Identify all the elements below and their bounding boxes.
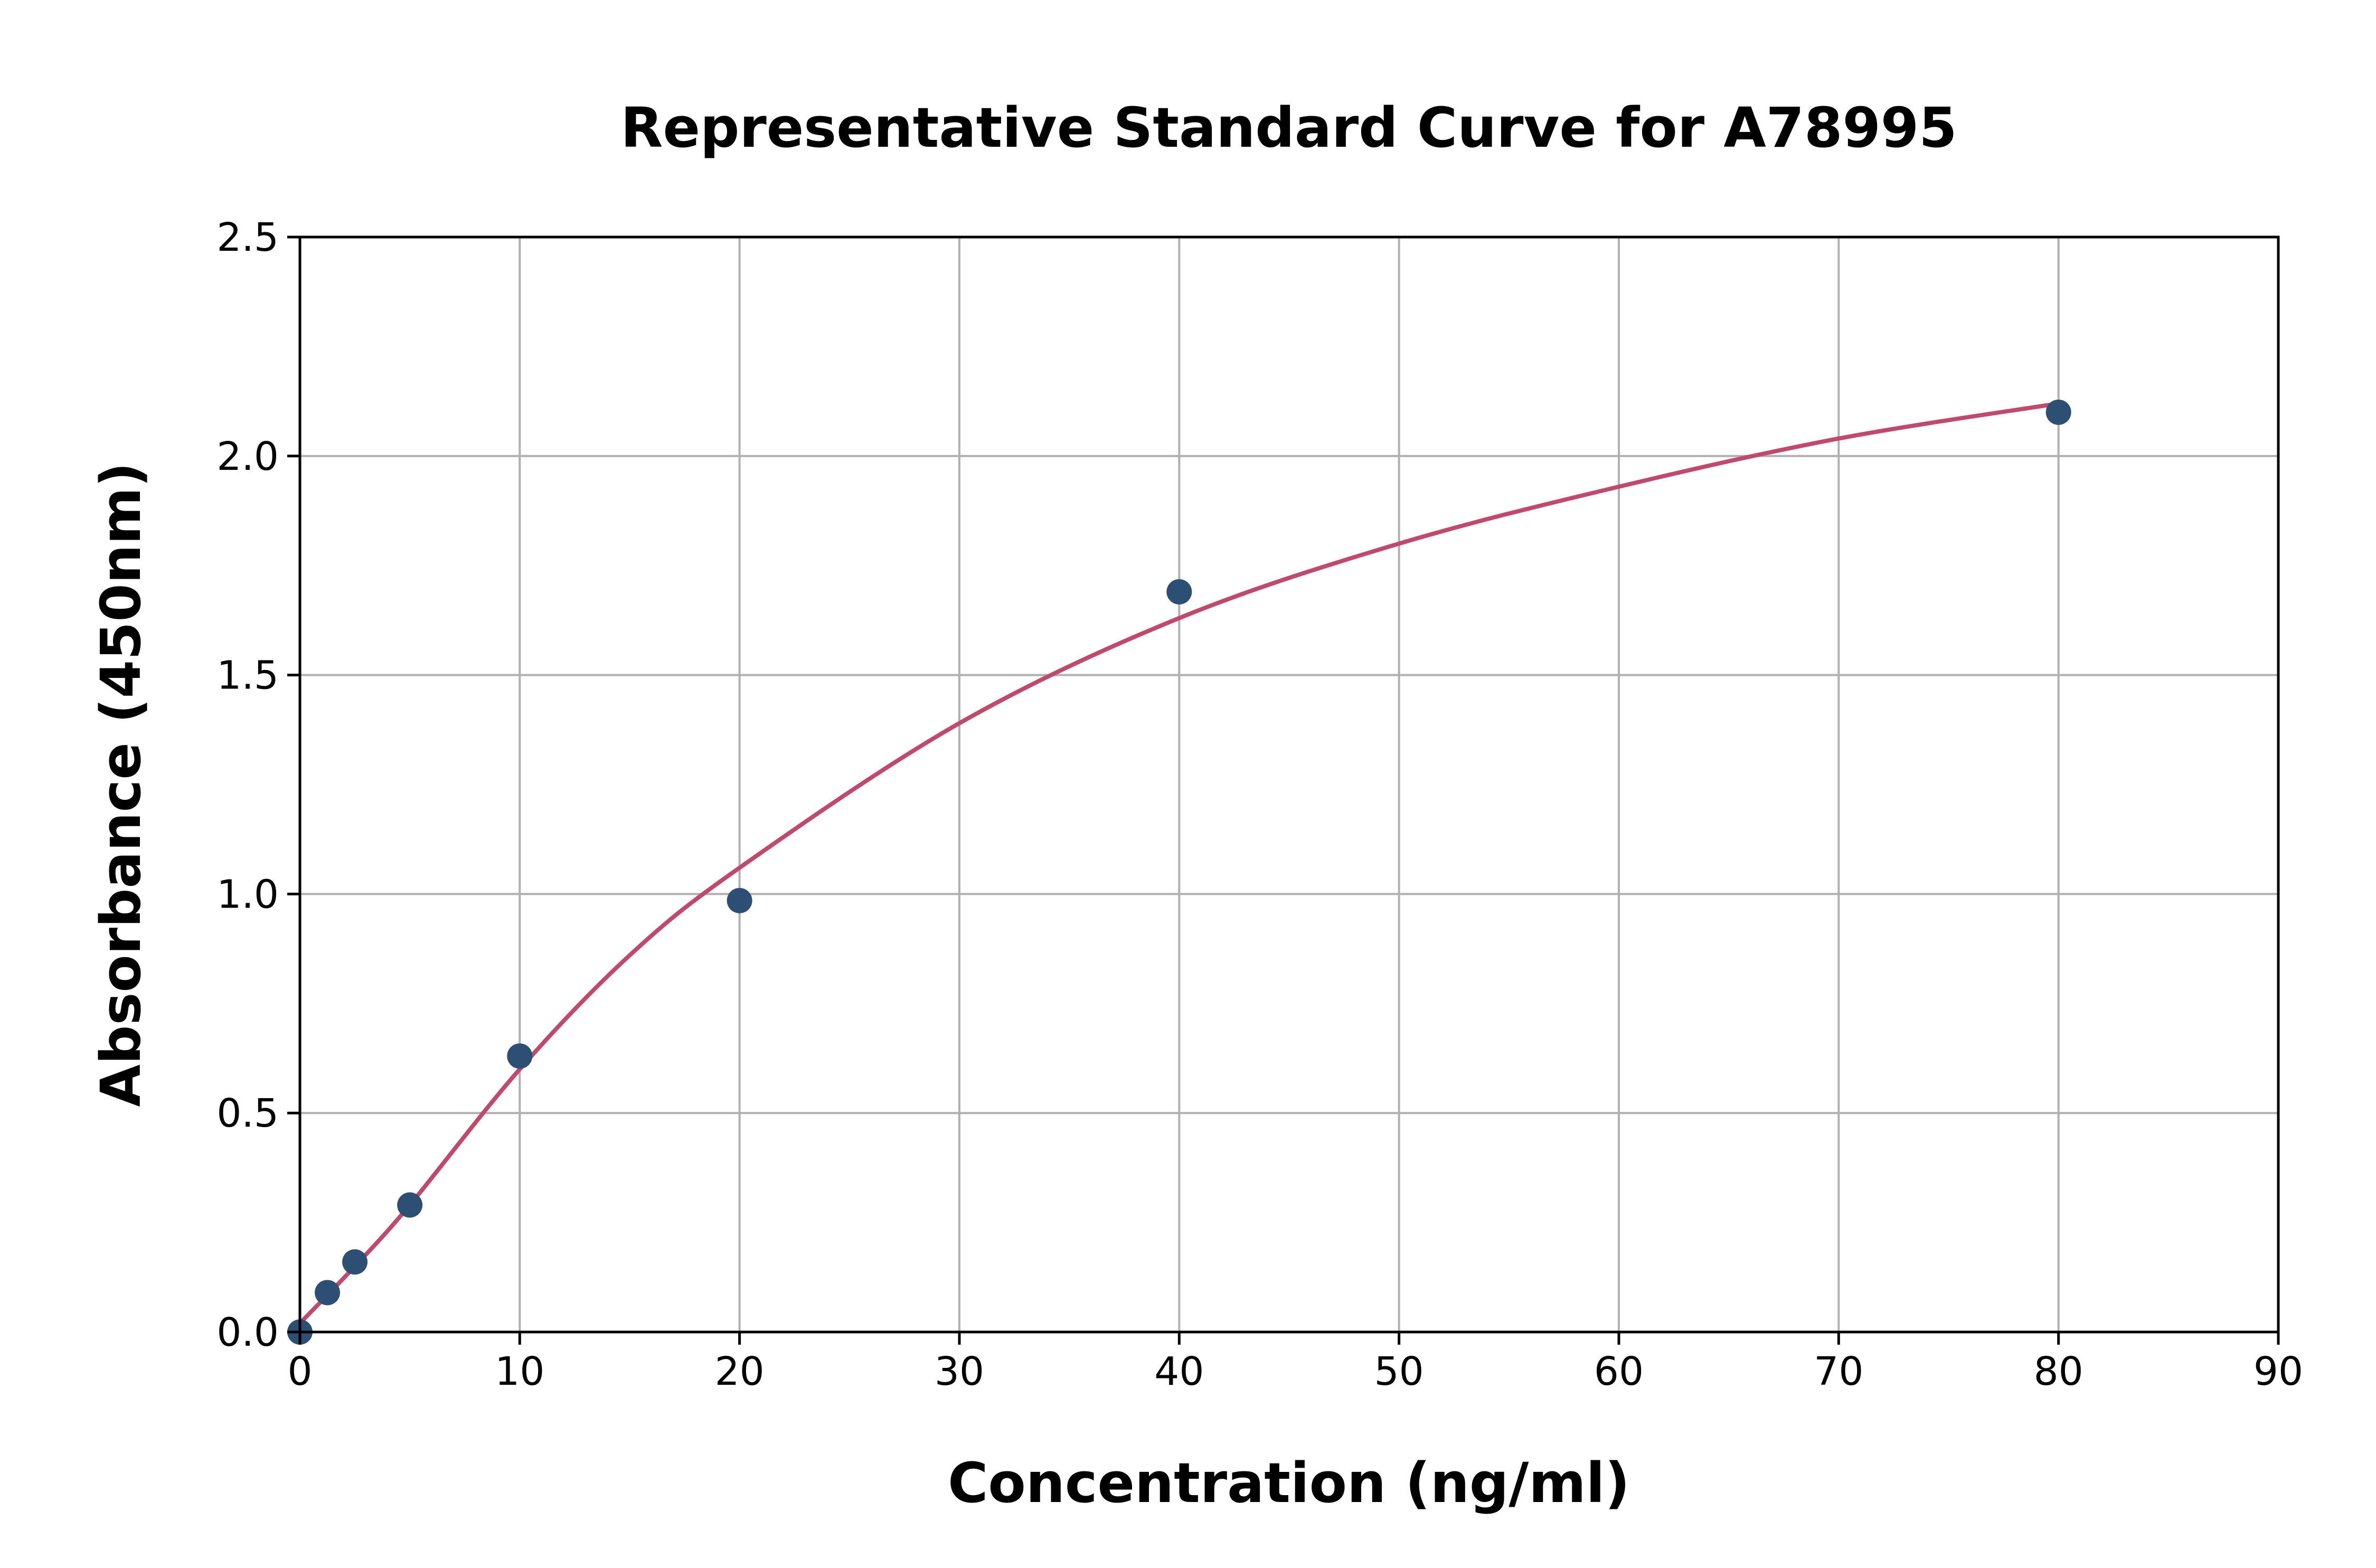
grid (299, 236, 2279, 1333)
data-point (342, 1249, 368, 1275)
x-tick-label: 60 (1594, 1349, 1644, 1394)
data-point (727, 887, 752, 913)
y-tick-label: 2.5 (216, 215, 279, 260)
fit-curve-group (298, 401, 2059, 1325)
plot-frame (298, 235, 2280, 1334)
fit-curve (298, 401, 2059, 1325)
x-tick-label: 70 (1814, 1349, 1863, 1394)
x-tick-label: 40 (1154, 1349, 1204, 1394)
y-axis-label: Absorbance (450nm) (89, 462, 153, 1107)
data-point (507, 1043, 533, 1069)
y-tick-label: 1.5 (216, 653, 279, 698)
x-tick-label: 30 (935, 1349, 984, 1394)
x-tick-label: 80 (2034, 1349, 2083, 1394)
x-tick-label: 90 (2254, 1349, 2303, 1394)
data-points (287, 399, 2071, 1345)
x-tick-label: 20 (715, 1349, 765, 1394)
x-tick-label: 50 (1374, 1349, 1424, 1394)
ticks: 0 10 20 30 40 50 60 70 80 90 0.0 0.5 1.0 1.5 2.0 2.5 (216, 215, 2303, 1394)
data-point (315, 1280, 341, 1306)
data-point (1166, 579, 1192, 604)
chart-title: Representative Standard Curve for A78995 (620, 96, 1957, 160)
y-tick-label: 2.0 (216, 434, 279, 479)
x-tick-label: 0 (287, 1349, 312, 1394)
y-tick-label: 0.5 (216, 1091, 279, 1136)
y-tick-label: 1.0 (216, 872, 279, 917)
data-point (397, 1192, 423, 1218)
data-point (2045, 399, 2071, 425)
x-tick-label: 10 (495, 1349, 544, 1394)
x-axis-label: Concentration (ng/ml) (948, 1451, 1630, 1515)
y-tick-label: 0.0 (216, 1310, 279, 1355)
